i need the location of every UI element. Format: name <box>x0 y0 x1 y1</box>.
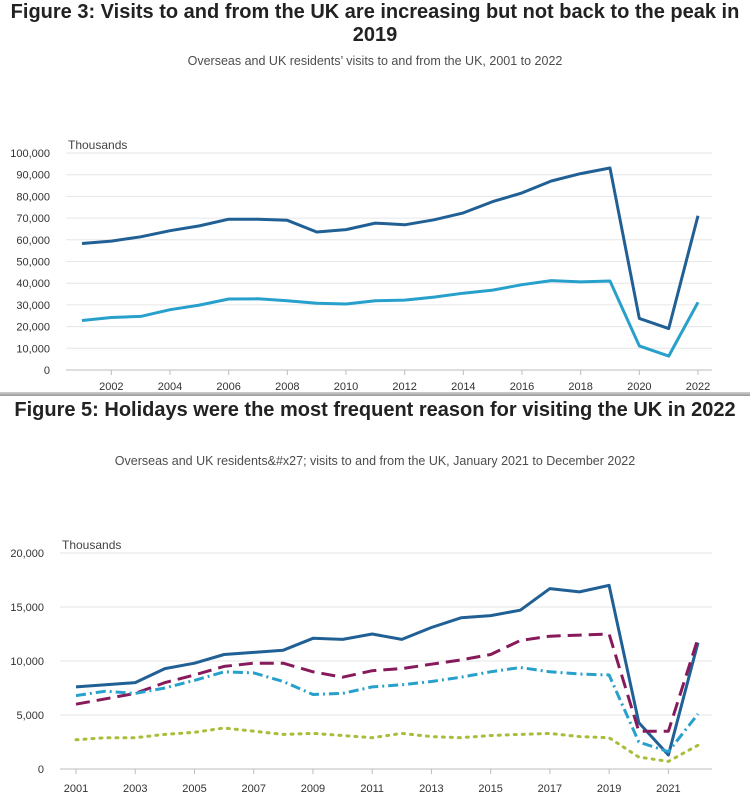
y-tick-label: 0 <box>38 764 44 776</box>
y-tick-label: 90,000 <box>16 170 50 182</box>
x-tick-label: 2006 <box>216 381 240 393</box>
x-tick-label: 2009 <box>301 783 325 795</box>
figure-3-chart: 0 10,000 20,000 30,000 40,000 50,000 60,000 70,… <box>10 138 712 393</box>
section-divider <box>0 392 750 396</box>
series-line-2 <box>81 279 700 358</box>
figure-5-title: Figure 5: Holidays were the most frequen… <box>14 399 736 421</box>
x-tick-label: 2016 <box>510 381 534 393</box>
x-tick-label: 2003 <box>123 783 147 795</box>
series-line-4 <box>74 726 700 763</box>
x-tick-label: 2017 <box>538 783 562 795</box>
y-tick-label: 5,000 <box>16 710 44 722</box>
y-tick-label: 40,000 <box>16 278 50 290</box>
x-tick-label: 2013 <box>419 783 443 795</box>
y-tick-label: 0 <box>44 365 50 377</box>
y-tick-label: 20,000 <box>16 322 50 334</box>
x-tick-label: 2022 <box>686 381 710 393</box>
y-tick-label: 80,000 <box>16 191 50 203</box>
series-line-1 <box>81 166 700 331</box>
y-axis-unit-label: Thousands <box>68 138 127 152</box>
y-tick-label: 20,000 <box>10 548 44 560</box>
figure-3-title: Figure 3: Visits to and from the UK are … <box>10 1 740 46</box>
x-tick-label: 2021 <box>656 783 680 795</box>
y-tick-label: 10,000 <box>16 343 50 355</box>
y-tick-label: 30,000 <box>16 300 50 312</box>
x-tick-label: 2014 <box>451 381 475 393</box>
x-tick-label: 2020 <box>627 381 651 393</box>
figure-5-chart: 0 5,000 10,000 15,000 20,000 Thousands 2001 200… <box>10 538 712 795</box>
y-tick-label: 60,000 <box>16 235 50 247</box>
y-tick-label: 15,000 <box>10 602 44 614</box>
x-tick-label: 2005 <box>182 783 206 795</box>
x-tick-label: 2002 <box>99 381 123 393</box>
figure-5-subtitle: Overseas and UK residents&#x27; visits t… <box>114 454 636 468</box>
series-line-2 <box>75 632 700 733</box>
x-tick-label: 2012 <box>392 381 416 393</box>
x-tick-label: 2011 <box>360 783 384 795</box>
x-tick-label: 2007 <box>241 783 265 795</box>
y-tick-label: 100,000 <box>10 148 50 160</box>
figure-3-subtitle: Overseas and UK residents’ visits to and… <box>187 54 563 68</box>
x-tick-label: 2001 <box>64 783 88 795</box>
series-line-1 <box>75 583 700 757</box>
x-tick-label: 2019 <box>597 783 621 795</box>
x-tick-label: 2010 <box>334 381 358 393</box>
y-tick-label: 70,000 <box>16 213 50 225</box>
x-tick-label: 2018 <box>568 381 592 393</box>
x-tick-label: 2004 <box>158 381 182 393</box>
series-line-3 <box>75 666 700 754</box>
y-tick-label: 50,000 <box>16 257 50 269</box>
figure-5-panel: Figure 5: Holidays were the most frequen… <box>0 398 750 800</box>
x-tick-label: 2008 <box>275 381 299 393</box>
x-tick-label: 2015 <box>478 783 502 795</box>
y-axis-unit-label: Thousands <box>62 538 121 552</box>
y-tick-label: 10,000 <box>10 656 44 668</box>
figure-3-panel: Figure 3: Visits to and from the UK are … <box>0 0 750 394</box>
